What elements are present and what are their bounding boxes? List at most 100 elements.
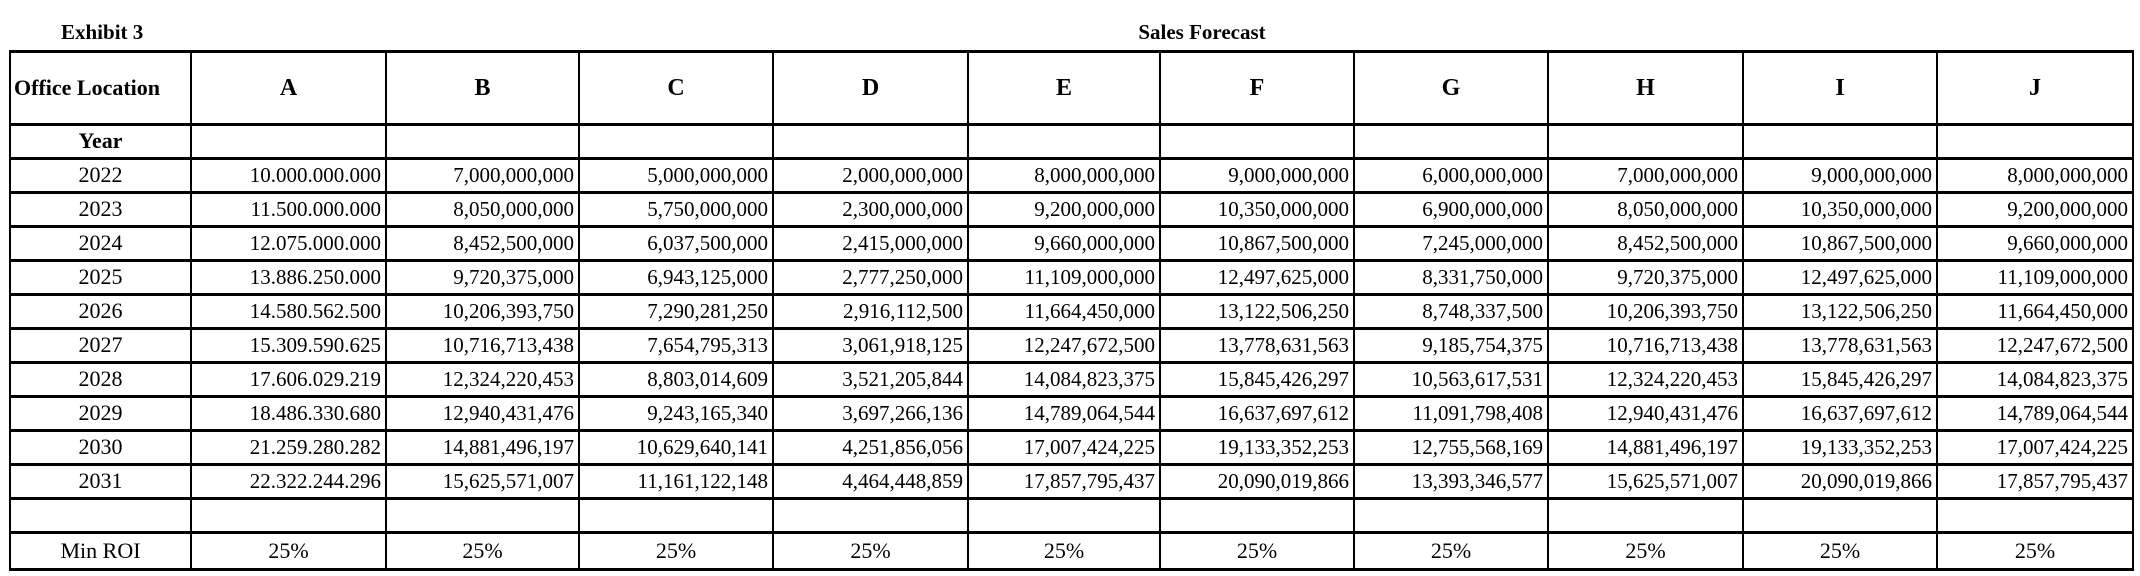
table-row-2027: 2027 15.309.590.625 10,716,713,438 7,654,79… [9, 327, 2134, 364]
value-cell-f: 20,090,019,866 [1159, 463, 1355, 500]
year-cell: 2025 [9, 259, 192, 296]
value-cell-j: 17,857,795,437 [1936, 463, 2134, 500]
value-cell-a: 22.322.244.296 [190, 463, 387, 500]
value-cell-b: 10,716,713,438 [385, 327, 580, 364]
value-cell-i: 19,133,352,253 [1742, 429, 1938, 466]
value-cell-b: 15,625,571,007 [385, 463, 580, 500]
value-cell-b: 8,452,500,000 [385, 225, 580, 262]
year-cell: 2029 [9, 395, 192, 432]
year-cell: 2026 [9, 293, 192, 330]
value-cell-d: 2,916,112,500 [772, 293, 969, 330]
table-row-2022: 2022 10.000.000.000 7,000,000,000 5,000,000… [9, 157, 2134, 194]
value-cell-i: 20,090,019,866 [1742, 463, 1938, 500]
value-cell-j: 17,007,424,225 [1936, 429, 2134, 466]
value-cell-h: 8,452,500,000 [1547, 225, 1744, 262]
value-cell-a: 11.500.000.000 [190, 191, 387, 228]
year-cell: 2023 [9, 191, 192, 228]
value-cell-i: 9,000,000,000 [1742, 157, 1938, 194]
value-cell-j: 14,084,823,375 [1936, 361, 2134, 398]
blank-cell [1159, 497, 1355, 534]
column-header-d: D [772, 50, 969, 126]
value-cell-h: 10,716,713,438 [1547, 327, 1744, 364]
year-row-label: Year [9, 123, 192, 160]
value-cell-b: 8,050,000,000 [385, 191, 580, 228]
value-cell-e: 9,660,000,000 [967, 225, 1161, 262]
value-cell-a: 14.580.562.500 [190, 293, 387, 330]
value-cell-d: 3,697,266,136 [772, 395, 969, 432]
table-row-2029: 2029 18.486.330.680 12,940,431,476 9,243,16… [9, 395, 2134, 432]
value-cell-j: 14,789,064,544 [1936, 395, 2134, 432]
value-cell-h: 8,050,000,000 [1547, 191, 1744, 228]
blank-cell [190, 497, 387, 534]
value-cell-c: 10,629,640,141 [578, 429, 774, 466]
value-cell-g: 8,331,750,000 [1353, 259, 1549, 296]
value-cell-c: 8,803,014,609 [578, 361, 774, 398]
value-cell-h: 14,881,496,197 [1547, 429, 1744, 466]
value-cell-b: 7,000,000,000 [385, 157, 580, 194]
blank-cell [9, 497, 192, 534]
table-row-2026: 2026 14.580.562.500 10,206,393,750 7,290,28… [9, 293, 2134, 330]
value-cell-g: 12,755,568,169 [1353, 429, 1549, 466]
year-row-empty-cell [1547, 123, 1744, 160]
year-cell: 2024 [9, 225, 192, 262]
value-cell-a: 12.075.000.000 [190, 225, 387, 262]
value-cell-i: 12,497,625,000 [1742, 259, 1938, 296]
column-header-f: F [1159, 50, 1355, 126]
blank-cell [772, 497, 969, 534]
blank-cell [385, 497, 580, 534]
value-cell-f: 13,778,631,563 [1159, 327, 1355, 364]
column-header-a: A [190, 50, 387, 126]
blank-cell [967, 497, 1161, 534]
year-row-empty-cell [1936, 123, 2134, 160]
blank-cell [1547, 497, 1744, 534]
value-cell-h: 7,000,000,000 [1547, 157, 1744, 194]
min-roi-label: Min ROI [9, 531, 192, 571]
value-cell-j: 12,247,672,500 [1936, 327, 2134, 364]
value-cell-c: 7,290,281,250 [578, 293, 774, 330]
value-cell-c: 9,243,165,340 [578, 395, 774, 432]
value-cell-f: 9,000,000,000 [1159, 157, 1355, 194]
value-cell-i: 13,778,631,563 [1742, 327, 1938, 364]
value-cell-f: 10,350,000,000 [1159, 191, 1355, 228]
column-header-b: B [385, 50, 580, 126]
value-cell-a: 10.000.000.000 [190, 157, 387, 194]
value-cell-i: 10,350,000,000 [1742, 191, 1938, 228]
year-row-empty-cell [1159, 123, 1355, 160]
value-cell-j: 8,000,000,000 [1936, 157, 2134, 194]
value-cell-d: 3,521,205,844 [772, 361, 969, 398]
value-cell-f: 19,133,352,253 [1159, 429, 1355, 466]
value-cell-d: 2,777,250,000 [772, 259, 969, 296]
value-cell-j: 11,664,450,000 [1936, 293, 2134, 330]
value-cell-e: 14,084,823,375 [967, 361, 1161, 398]
exhibit-label: Exhibit 3 [61, 20, 144, 44]
value-cell-j: 9,200,000,000 [1936, 191, 2134, 228]
value-cell-a: 15.309.590.625 [190, 327, 387, 364]
value-cell-i: 15,845,426,297 [1742, 361, 1938, 398]
year-cell: 2030 [9, 429, 192, 466]
value-cell-f: 12,497,625,000 [1159, 259, 1355, 296]
value-cell-c: 5,000,000,000 [578, 157, 774, 194]
year-cell: 2027 [9, 327, 192, 364]
year-cell: 2022 [9, 157, 192, 194]
blank-row [9, 497, 2134, 534]
table-row-2030: 2030 21.259.280.282 14,881,496,197 10,629,6… [9, 429, 2134, 466]
value-cell-a: 18.486.330.680 [190, 395, 387, 432]
min-roi-row: Min ROI 25% 25% 25% 25% 25% 25% 25% 25% 25% 25% [9, 531, 2134, 571]
value-cell-b: 9,720,375,000 [385, 259, 580, 296]
table-row-2024: 2024 12.075.000.000 8,452,500,000 6,037,500… [9, 225, 2134, 262]
column-header-c: C [578, 50, 774, 126]
value-cell-j: 11,109,000,000 [1936, 259, 2134, 296]
column-header-g: G [1353, 50, 1549, 126]
value-cell-a: 17.606.029.219 [190, 361, 387, 398]
value-cell-g: 6,900,000,000 [1353, 191, 1549, 228]
value-cell-i: 16,637,697,612 [1742, 395, 1938, 432]
value-cell-h: 10,206,393,750 [1547, 293, 1744, 330]
value-cell-i: 13,122,506,250 [1742, 293, 1938, 330]
value-cell-g: 7,245,000,000 [1353, 225, 1549, 262]
corner-header-office-location: Office Location [9, 50, 192, 126]
column-header-j: J [1936, 50, 2134, 126]
year-row-empty-cell [190, 123, 387, 160]
value-cell-i: 10,867,500,000 [1742, 225, 1938, 262]
min-roi-cell-h: 25% [1547, 531, 1744, 571]
year-row-empty-cell [1353, 123, 1549, 160]
